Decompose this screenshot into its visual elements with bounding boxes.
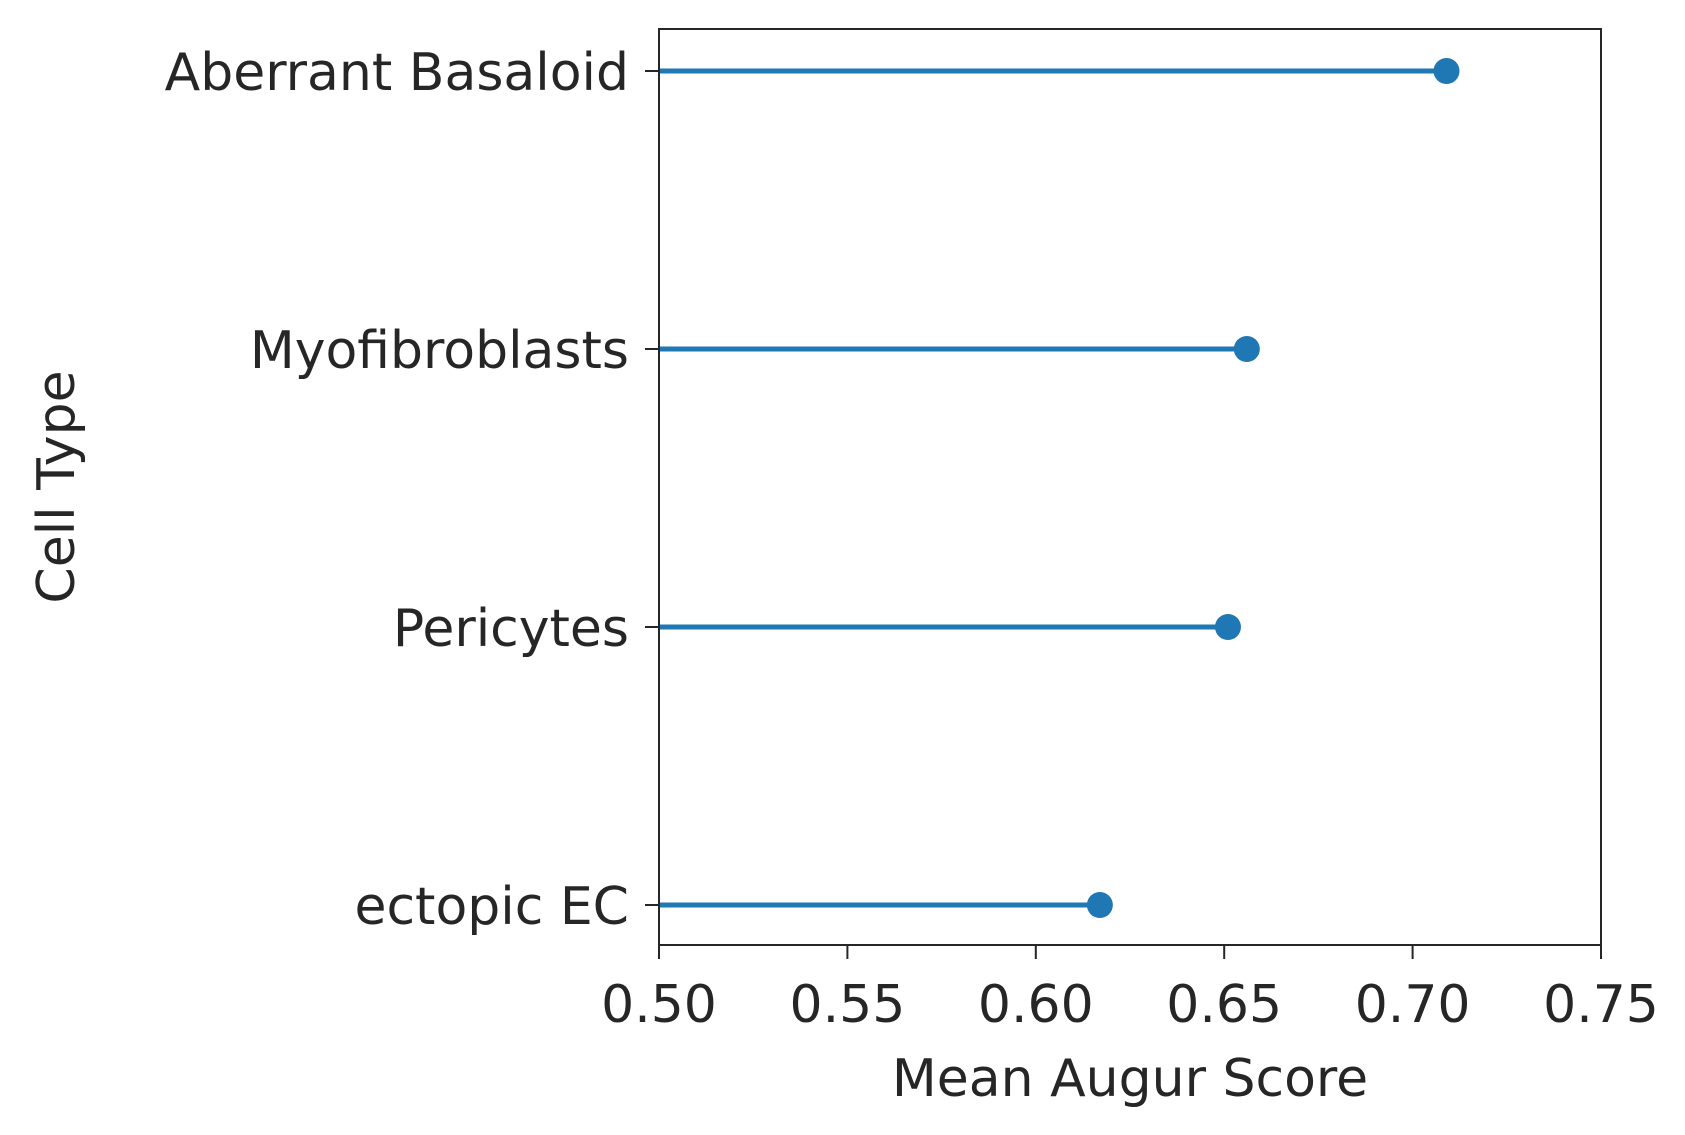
x-tick-label-1: 0.55: [790, 975, 906, 1035]
x-tick-label-0: 0.50: [601, 975, 717, 1035]
point-1: [1233, 336, 1260, 362]
x-tick-label-2: 0.60: [978, 975, 1094, 1035]
y-axis-label: Cell Type: [27, 370, 87, 603]
y-tick-label-3: ectopic EC: [354, 877, 629, 937]
chart-marks: [659, 58, 1460, 918]
x-tick-label-5: 0.75: [1543, 975, 1659, 1035]
x-axis-ticks: 0.50 0.55 0.60 0.65 0.70 0.75: [601, 945, 1659, 1035]
point-3: [1086, 892, 1113, 918]
y-tick-label-1: Myofibroblasts: [250, 321, 629, 381]
y-tick-label-0: Aberrant Basaloid: [165, 43, 629, 103]
x-axis-label: Mean Augur Score: [892, 1049, 1368, 1109]
y-axis-ticks: Aberrant Basaloid Myofibroblasts Pericytes…: [165, 43, 659, 937]
x-tick-label-3: 0.65: [1166, 975, 1282, 1035]
x-tick-label-4: 0.70: [1355, 975, 1471, 1035]
plot-frame: [658, 28, 1602, 946]
y-tick-label-2: Pericytes: [393, 599, 629, 659]
point-2: [1214, 614, 1241, 640]
point-0: [1433, 58, 1460, 84]
